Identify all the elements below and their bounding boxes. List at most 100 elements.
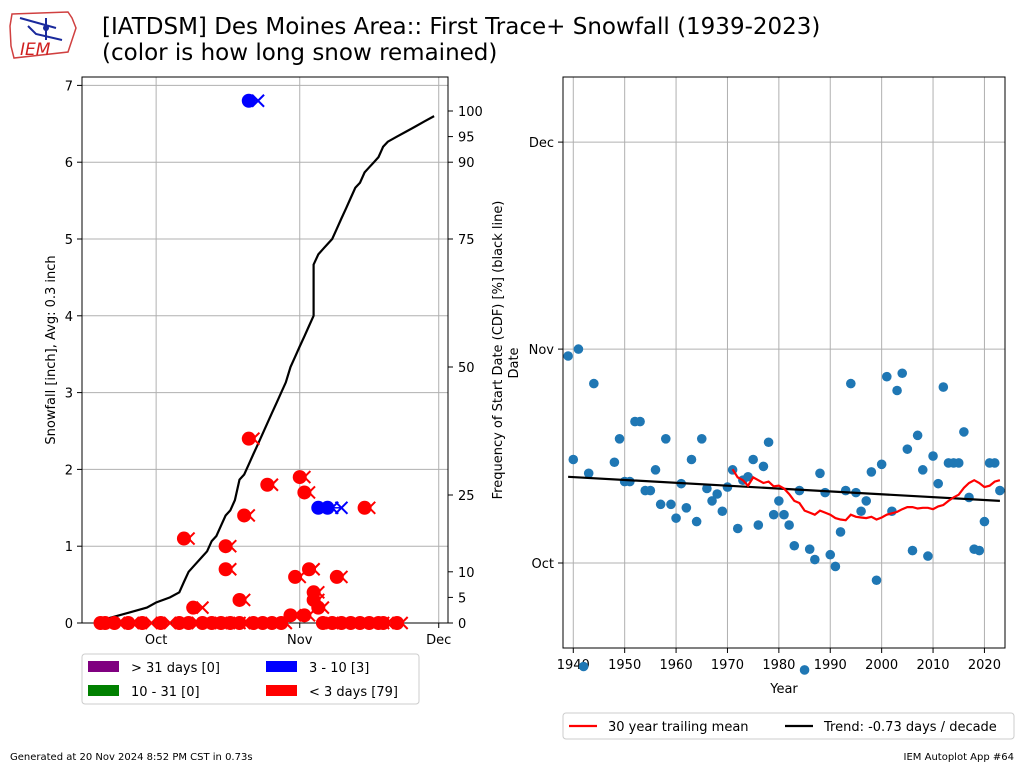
year-start-point xyxy=(763,437,774,448)
snow-end-marker xyxy=(394,616,409,630)
year-start-point xyxy=(964,492,974,503)
year-start-point xyxy=(578,661,589,672)
right-axes: 1940 1950 1960 1970 1980 1990 2000 2010 2020OctN… xyxy=(529,136,1001,673)
year-start-point xyxy=(866,467,877,477)
right-ytick-label: Nov xyxy=(529,343,555,358)
right-xtick-label: 2000 xyxy=(865,658,898,673)
left-y2tick-label: 5 xyxy=(458,591,466,606)
left-ytick-label: 5 xyxy=(65,233,73,248)
snow-end-marker xyxy=(334,501,349,515)
left-axes: Oct Nov Dec 0 1 2 3 4 5 6 7 0 5 10 25 50 75 90 95 100 xyxy=(65,79,483,648)
right-grid xyxy=(563,77,1005,648)
right-frame xyxy=(562,76,1006,649)
snow-end-marker xyxy=(237,593,251,607)
snow-start-marker xyxy=(107,616,122,630)
year-start-point xyxy=(681,503,692,513)
snow-start-marker xyxy=(288,569,303,584)
year-start-point xyxy=(938,382,949,392)
year-start-point xyxy=(861,496,872,506)
year-start-point xyxy=(871,575,882,586)
snow-start-marker xyxy=(390,616,405,630)
snow-end-marker xyxy=(181,531,196,546)
right-x-axis-label: Year xyxy=(769,682,798,697)
legend-swatch-red xyxy=(266,685,297,696)
year-start-point xyxy=(702,483,712,494)
left-ytick-label: 7 xyxy=(65,79,73,94)
year-start-point xyxy=(995,485,1005,496)
year-start-point xyxy=(789,540,800,551)
year-start-point xyxy=(625,476,635,487)
year-start-point xyxy=(933,478,943,489)
year-start-point xyxy=(635,416,645,427)
year-start-point xyxy=(953,458,964,468)
year-start-point xyxy=(691,516,702,527)
year-start-point xyxy=(876,459,887,470)
snow-start-marker xyxy=(176,531,191,546)
year-start-point xyxy=(799,665,810,675)
legend-swatch-green xyxy=(88,685,119,696)
trailing-mean-line xyxy=(731,468,1001,522)
year-start-point xyxy=(974,545,985,556)
year-start-point xyxy=(912,430,923,441)
year-start-point xyxy=(732,523,743,534)
year-start-point xyxy=(753,520,764,530)
right-y-axis-label: Date xyxy=(507,347,522,378)
title-line-1: [IATDSM] Des Moines Area:: First Trace+ … xyxy=(102,14,821,40)
left-xtick-label: Dec xyxy=(426,633,451,648)
iem-logo: IEM xyxy=(6,6,86,66)
snow-start-marker xyxy=(292,470,307,485)
snow-end-marker xyxy=(362,501,376,515)
right-xtick-label: 1970 xyxy=(711,658,744,673)
cdf-line xyxy=(99,115,435,624)
right-xtick-label: 1990 xyxy=(814,658,847,673)
right-xtick-label: 1950 xyxy=(608,658,641,673)
snow-end-marker xyxy=(242,508,256,523)
year-start-point xyxy=(671,513,681,523)
year-start-point xyxy=(897,368,908,379)
year-start-point xyxy=(856,506,866,517)
year-start-point xyxy=(722,482,733,492)
left-y2tick-label: 25 xyxy=(458,489,475,504)
right-ytick-label: Dec xyxy=(529,136,554,151)
year-start-point xyxy=(825,549,836,560)
snow-end-marker xyxy=(246,431,261,446)
year-start-point xyxy=(666,499,676,510)
year-start-point xyxy=(743,471,753,482)
right-xtick-label: 2020 xyxy=(968,658,1001,673)
snow-start-marker xyxy=(181,616,196,630)
year-start-point xyxy=(707,496,717,506)
snow-end-marker xyxy=(223,539,237,553)
year-start-point xyxy=(779,509,789,520)
left-xtick-label: Nov xyxy=(287,633,313,648)
snow-start-marker xyxy=(186,600,201,615)
snow-start-marker xyxy=(232,592,247,607)
snow-start-marker xyxy=(218,562,233,577)
right-ytick-label: Oct xyxy=(532,557,554,572)
left-ytick-label: 3 xyxy=(65,387,73,402)
year-start-point xyxy=(820,487,830,498)
year-start-point xyxy=(907,545,918,556)
year-start-point xyxy=(989,458,1000,468)
snow-start-marker xyxy=(218,539,233,554)
left-points xyxy=(93,93,409,630)
year-start-point xyxy=(614,434,625,444)
year-start-point xyxy=(846,378,856,389)
left-y2tick-label: 0 xyxy=(458,617,466,632)
year-start-point xyxy=(804,544,815,554)
title-line-2: (color is how long snow remained) xyxy=(102,40,498,66)
year-start-point xyxy=(696,434,707,444)
snow-start-marker xyxy=(311,600,326,615)
snow-end-marker xyxy=(302,485,316,500)
snow-end-marker xyxy=(316,600,330,615)
year-start-point xyxy=(717,506,728,517)
snow-start-marker xyxy=(121,616,136,630)
left-y2tick-label: 10 xyxy=(458,566,475,581)
year-start-point xyxy=(917,465,928,475)
year-start-point xyxy=(568,454,579,465)
snow-start-marker xyxy=(283,608,298,623)
left-xtick-label: Oct xyxy=(145,633,167,648)
year-start-point xyxy=(928,451,938,461)
year-start-point xyxy=(768,509,779,520)
